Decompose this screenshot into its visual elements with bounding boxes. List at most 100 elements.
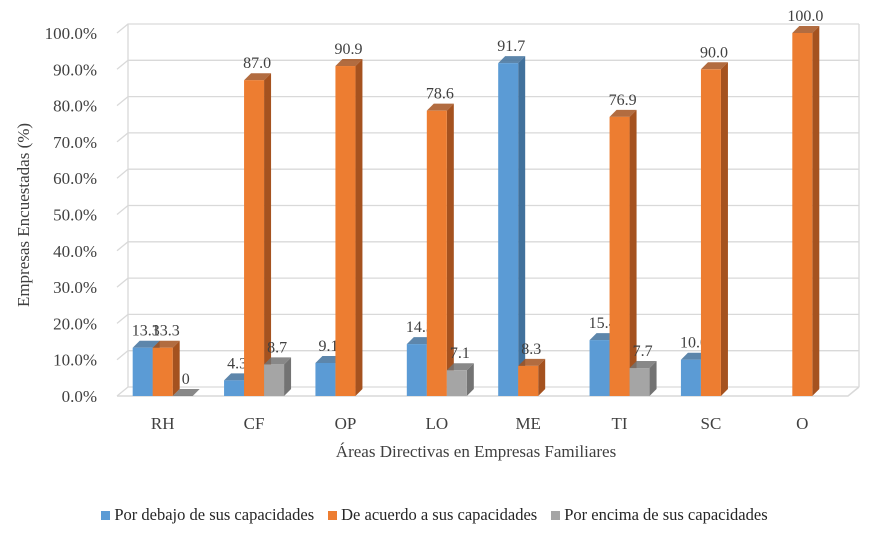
bar — [406, 344, 427, 396]
data-label: 100.0 — [787, 8, 823, 25]
bar — [335, 66, 356, 397]
y-tick-label: 30.0% — [53, 278, 97, 297]
legend-label: De acuerdo a sus capacidades — [341, 505, 538, 524]
legend-item-above: Por encima de sus capacidades — [551, 505, 768, 525]
legend-item-below: Por debajo de sus capacidades — [101, 505, 314, 525]
bar — [680, 359, 701, 396]
legend-item-according: De acuerdo a sus capacidades — [328, 505, 537, 525]
gridline — [116, 132, 859, 143]
bar — [498, 63, 519, 397]
x-tick-labels: RH CF OP LO ME TI SC O — [151, 414, 809, 433]
bar-top — [426, 103, 454, 111]
bar-side — [538, 358, 546, 396]
data-label: 4.3 — [227, 355, 247, 372]
bar-side — [518, 56, 526, 397]
legend-swatch-below — [101, 510, 111, 520]
x-tick-label: O — [796, 414, 808, 433]
bar-top — [518, 358, 546, 366]
x-axis-label: Áreas Directivas en Empresas Familiares — [336, 442, 616, 461]
gridline — [116, 241, 859, 252]
bar — [518, 365, 539, 396]
bar — [609, 116, 630, 396]
bar-top — [700, 62, 728, 70]
bar-top — [132, 340, 160, 348]
data-label: 90.9 — [334, 41, 362, 58]
bar — [132, 347, 153, 396]
bar-top — [629, 361, 657, 369]
bar — [792, 33, 813, 396]
bar — [446, 370, 467, 396]
data-label: 7.1 — [450, 345, 470, 362]
legend-label: Por debajo de sus capacidades — [114, 505, 315, 524]
bar-side — [649, 361, 657, 396]
gridline — [116, 313, 859, 324]
bar — [629, 368, 650, 396]
legend: Por debajo de sus capacidades De acuerdo… — [0, 505, 869, 525]
y-tick-label: 10.0% — [53, 351, 97, 370]
data-label: 8.3 — [521, 341, 541, 358]
bar-side — [812, 26, 820, 396]
y-tick-label: 20.0% — [53, 314, 97, 333]
bar — [315, 362, 336, 396]
bar-side — [172, 340, 180, 396]
legend-swatch-according — [328, 510, 338, 520]
bar-top — [609, 109, 637, 117]
bar-side — [284, 357, 292, 396]
bar — [264, 364, 285, 396]
gridline — [116, 59, 859, 70]
bar-side — [446, 103, 454, 396]
data-label: 8.7 — [267, 339, 287, 356]
y-tick-label: 70.0% — [53, 133, 97, 152]
floor-edge — [117, 386, 860, 397]
y-tick-label: 0.0% — [62, 387, 97, 406]
bar — [700, 69, 721, 397]
bar-top — [792, 26, 820, 33]
y-tick-label: 40.0% — [53, 242, 97, 261]
x-tick-label: OP — [335, 414, 357, 433]
gridline — [116, 204, 859, 216]
bar-top — [335, 59, 363, 67]
data-label: 0 — [182, 371, 190, 388]
y-tick-label: 100.0% — [45, 24, 97, 43]
bar-top — [152, 340, 180, 348]
bar-side — [355, 59, 363, 397]
legend-label: Por encima de sus capacidades — [564, 505, 768, 524]
data-label: 7.7 — [633, 343, 653, 360]
data-label: 9.1 — [318, 338, 338, 355]
data-label: 13.3 — [132, 323, 160, 340]
bar-side — [264, 73, 272, 396]
bar — [224, 380, 245, 396]
y-tick-label: 60.0% — [53, 169, 97, 188]
gridline — [116, 277, 859, 288]
y-axis-label: Empresas Encuestadas (%) — [14, 123, 33, 307]
gridline — [116, 168, 859, 179]
x-tick-label: LO — [425, 414, 448, 433]
x-tick-label: TI — [612, 414, 628, 433]
y-tick-labels: 0.0% 10.0% 20.0% 30.0% 40.0% 50.0% 60.0% 70.0% 8… — [45, 24, 97, 406]
gridline — [116, 95, 859, 107]
data-label: 87.0 — [243, 55, 271, 72]
gridlines — [116, 23, 860, 397]
bar-top — [498, 56, 526, 64]
bar-top — [446, 363, 474, 371]
x-tick-label: CF — [244, 414, 265, 433]
bar-side — [466, 363, 474, 396]
gridline — [116, 23, 859, 34]
x-tick-label: SC — [701, 414, 722, 433]
bar — [244, 80, 265, 396]
bar-top — [172, 389, 200, 396]
bar-side — [720, 62, 728, 397]
bar — [426, 110, 447, 396]
data-label: 78.6 — [426, 86, 454, 103]
y-tick-label: 80.0% — [53, 97, 97, 116]
bar — [152, 347, 173, 396]
data-label: 13.3 — [152, 323, 180, 340]
bar-top — [264, 357, 292, 365]
x-tick-label: RH — [151, 414, 175, 433]
y-tick-label: 90.0% — [53, 60, 97, 79]
bar-top — [244, 73, 272, 81]
bar — [589, 340, 610, 396]
legend-swatch-above — [551, 510, 561, 520]
x-tick-label: ME — [515, 414, 541, 433]
